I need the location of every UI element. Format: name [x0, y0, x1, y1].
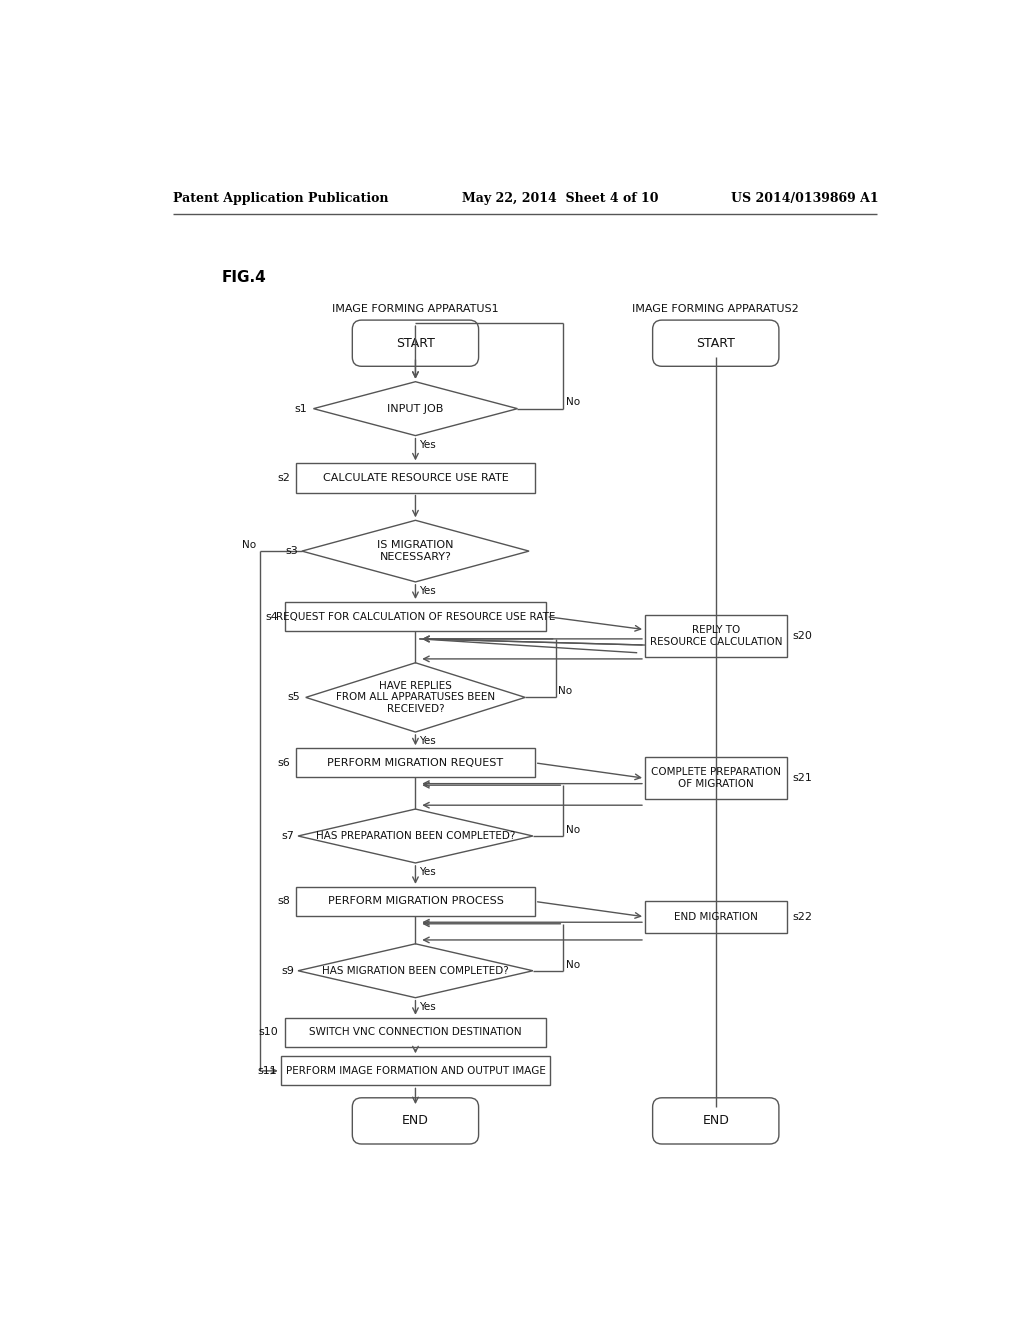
Text: COMPLETE PREPARATION
OF MIGRATION: COMPLETE PREPARATION OF MIGRATION [651, 767, 780, 789]
Bar [644, 758, 787, 800]
Text: END: END [702, 1114, 729, 1127]
Polygon shape [298, 809, 532, 863]
Text: s6: s6 [278, 758, 290, 768]
Text: Yes: Yes [419, 867, 436, 878]
FancyBboxPatch shape [652, 1098, 779, 1144]
Text: IMAGE FORMING APPARATUS2: IMAGE FORMING APPARATUS2 [633, 304, 799, 314]
FancyBboxPatch shape [352, 1098, 478, 1144]
Polygon shape [313, 381, 517, 436]
FancyBboxPatch shape [352, 321, 478, 367]
Text: HAVE REPLIES
FROM ALL APPARATUSES BEEN
RECEIVED?: HAVE REPLIES FROM ALL APPARATUSES BEEN R… [336, 681, 495, 714]
Text: SWITCH VNC CONNECTION DESTINATION: SWITCH VNC CONNECTION DESTINATION [309, 1027, 522, 1038]
Text: No: No [242, 540, 256, 550]
Text: No: No [558, 686, 572, 696]
Text: IS MIGRATION
NECESSARY?: IS MIGRATION NECESSARY? [377, 540, 454, 562]
Text: No: No [565, 397, 580, 408]
Text: END MIGRATION: END MIGRATION [674, 912, 758, 921]
Text: s1: s1 [295, 404, 307, 413]
Bar [285, 602, 547, 631]
Text: May 22, 2014  Sheet 4 of 10: May 22, 2014 Sheet 4 of 10 [462, 191, 658, 205]
Polygon shape [306, 663, 525, 733]
Text: START: START [396, 337, 435, 350]
Text: No: No [565, 960, 580, 970]
Text: Patent Application Publication: Patent Application Publication [173, 191, 388, 205]
Polygon shape [302, 520, 529, 582]
Text: No: No [565, 825, 580, 834]
Bar [644, 900, 787, 933]
Text: PERFORM MIGRATION REQUEST: PERFORM MIGRATION REQUEST [328, 758, 504, 768]
Bar [281, 1056, 550, 1085]
Text: HAS MIGRATION BEEN COMPLETED?: HAS MIGRATION BEEN COMPLETED? [323, 966, 509, 975]
Text: IMAGE FORMING APPARATUS1: IMAGE FORMING APPARATUS1 [332, 304, 499, 314]
Text: PERFORM IMAGE FORMATION AND OUTPUT IMAGE: PERFORM IMAGE FORMATION AND OUTPUT IMAGE [286, 1065, 546, 1076]
Text: s22: s22 [793, 912, 813, 921]
Text: s5: s5 [287, 693, 300, 702]
Text: CALCULATE RESOURCE USE RATE: CALCULATE RESOURCE USE RATE [323, 473, 508, 483]
Text: Yes: Yes [419, 737, 436, 746]
Text: s4: s4 [265, 611, 279, 622]
Text: PERFORM MIGRATION PROCESS: PERFORM MIGRATION PROCESS [328, 896, 504, 907]
Text: s8: s8 [278, 896, 290, 907]
Text: END: END [402, 1114, 429, 1127]
Text: s21: s21 [793, 774, 813, 783]
Bar [296, 887, 535, 916]
Bar [285, 1018, 547, 1047]
Text: REQUEST FOR CALCULATION OF RESOURCE USE RATE: REQUEST FOR CALCULATION OF RESOURCE USE … [275, 611, 555, 622]
Bar [296, 463, 535, 492]
Bar [644, 615, 787, 657]
FancyBboxPatch shape [652, 321, 779, 367]
Text: START: START [696, 337, 735, 350]
Text: s2: s2 [278, 473, 290, 483]
Text: s20: s20 [793, 631, 813, 640]
Bar [296, 748, 535, 777]
Text: s10: s10 [259, 1027, 279, 1038]
Text: REPLY TO
RESOURCE CALCULATION: REPLY TO RESOURCE CALCULATION [649, 624, 782, 647]
Text: FIG.4: FIG.4 [221, 271, 266, 285]
Text: Yes: Yes [419, 586, 436, 597]
Text: US 2014/0139869 A1: US 2014/0139869 A1 [731, 191, 879, 205]
Text: INPUT JOB: INPUT JOB [387, 404, 443, 413]
Polygon shape [298, 944, 532, 998]
Text: s9: s9 [282, 966, 295, 975]
Text: HAS PREPARATION BEEN COMPLETED?: HAS PREPARATION BEEN COMPLETED? [315, 832, 515, 841]
Text: s3: s3 [286, 546, 298, 556]
Text: Yes: Yes [419, 1002, 436, 1012]
Text: s7: s7 [282, 832, 295, 841]
Text: s11: s11 [257, 1065, 276, 1076]
Text: Yes: Yes [419, 440, 436, 450]
